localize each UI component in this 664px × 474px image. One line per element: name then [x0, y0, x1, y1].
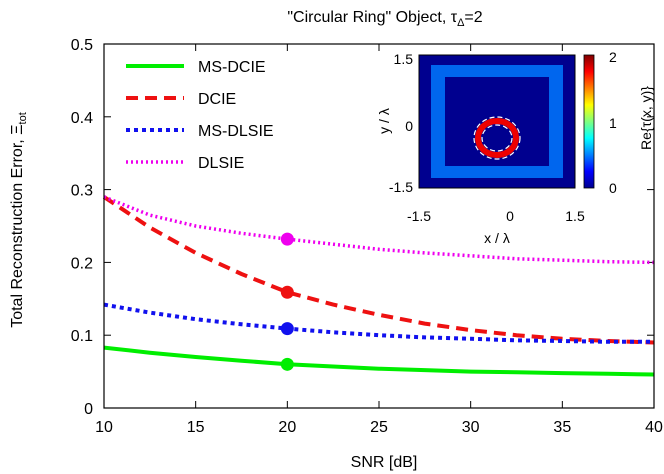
y-axis-label: Total Reconstruction Error, Ξtot — [9, 112, 29, 328]
colorbar-label: Re{τ(x, y)} — [638, 86, 654, 150]
y-tick-label: 0.5 — [71, 37, 93, 54]
plot-frame — [103, 43, 655, 409]
y-tick-label: 0.4 — [71, 110, 93, 127]
marker-dcie — [280, 285, 294, 299]
legend: MS-DCIE DCIE MS-DLSIE DLSIE — [126, 59, 274, 172]
y-tick-label: 0.2 — [71, 255, 93, 272]
inset-y-tick-label: -1.5 — [389, 179, 413, 195]
inset-x-tick-label: 1.5 — [565, 208, 585, 224]
legend-label-dcie: DCIE — [198, 91, 236, 108]
x-tick-label: 35 — [553, 419, 571, 436]
series-line-ms-dcie — [103, 345, 655, 377]
series-line-ms-dlsie — [103, 302, 654, 344]
y-tick-label: 0 — [84, 401, 93, 418]
y-tick-label: 0.1 — [71, 328, 93, 345]
marker-dlsie — [280, 232, 294, 246]
inset-frame — [418, 54, 576, 189]
legend-label-ms-dcie: MS-DCIE — [198, 59, 266, 76]
series-lines — [102, 195, 655, 377]
x-tick-label: 20 — [278, 419, 296, 436]
colorbar-tick-label: 2 — [609, 49, 617, 65]
x-tick-label: 10 — [95, 419, 113, 436]
colorbar-tick-label: 1 — [609, 115, 617, 131]
highlight-markers — [280, 232, 294, 371]
colorbar-tick-label: 0 — [609, 180, 617, 196]
inset-x-tick-label: -1.5 — [407, 208, 431, 224]
inset-ring-outline-outer — [473, 116, 521, 160]
x-axis-label: SNR [dB] — [351, 454, 418, 471]
inset-x-tick-label: 0 — [506, 208, 514, 224]
inset-ring — [475, 118, 519, 158]
inset-y-tick-label: 0 — [405, 118, 413, 134]
legend-label-dlsie: DLSIE — [198, 155, 244, 172]
chart-title: "Circular Ring" Object, τΔ=2 — [287, 9, 482, 29]
inset-y-axis-label: y / λ — [376, 108, 392, 134]
series-line-dlsie — [103, 195, 655, 265]
marker-ms-dlsie — [280, 322, 294, 336]
x-tick-label: 25 — [370, 419, 388, 436]
series-line-dcie — [102, 195, 655, 345]
inset-ring-outline-inner — [481, 124, 513, 152]
inset-heatmap: 1.5 0 -1.5 -1.5 0 1.5 x / λ y / λ 2 1 0 … — [376, 49, 654, 246]
legend-label-ms-dlsie: MS-DLSIE — [198, 123, 274, 140]
inset-colorbar — [583, 54, 595, 189]
marker-ms-dcie — [280, 357, 294, 371]
inset-y-tick-label: 1.5 — [394, 51, 414, 67]
inset-x-axis-label: x / λ — [484, 230, 510, 246]
x-tick-label: 40 — [645, 419, 663, 436]
x-tick-label: 15 — [187, 419, 205, 436]
x-tick-label: 30 — [462, 419, 480, 436]
y-tick-label: 0.3 — [71, 183, 93, 200]
